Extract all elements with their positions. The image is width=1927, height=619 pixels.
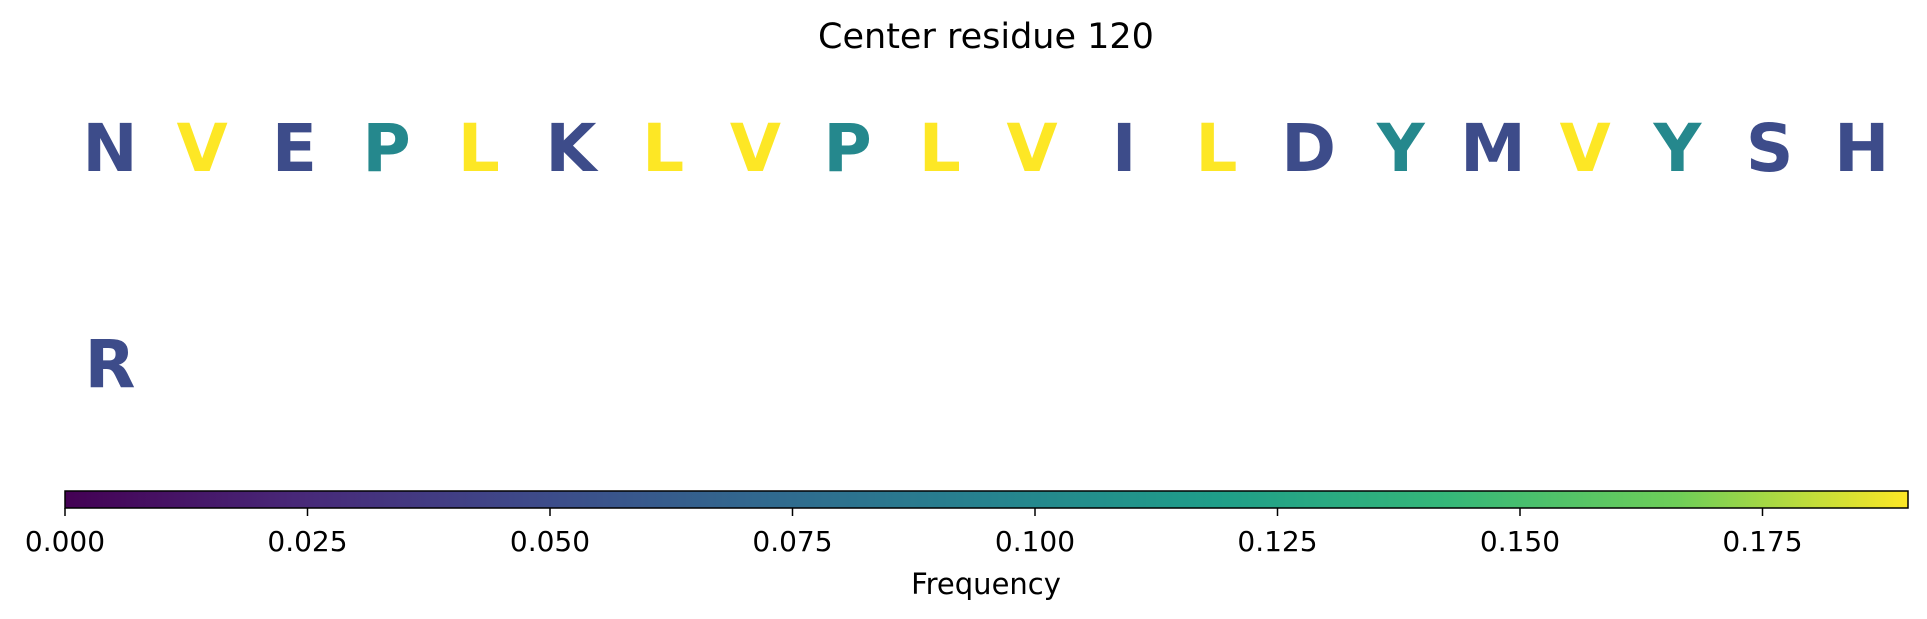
colorbar-tick-label: 0.050 — [510, 525, 590, 558]
residue-letter: V — [177, 110, 228, 187]
colorbar-tick-label: 0.125 — [1237, 525, 1317, 558]
residue-letter: L — [642, 110, 684, 187]
colorbar-tick-label: 0.025 — [267, 525, 347, 558]
colorbar-label: Frequency — [911, 567, 1061, 601]
residue-letter: M — [1460, 110, 1526, 187]
residue-letter: V — [1560, 110, 1611, 187]
residue-letter: P — [823, 110, 871, 187]
colorbar-axis: 0.000 0.025 0.050 0.075 0.100 0.125 0.150 0.175 — [25, 508, 1803, 558]
colorbar — [64, 490, 1909, 509]
colorbar-tick-label: 0.175 — [1722, 525, 1802, 558]
residue-letter: D — [1281, 110, 1336, 187]
chart-title: Center residue 120 — [818, 17, 1154, 57]
residue-letter: Y — [1653, 110, 1703, 187]
colorbar-tick-label: 0.000 — [25, 525, 105, 558]
residue-letter: V — [1006, 110, 1057, 187]
colorbar-tick-label: 0.100 — [995, 525, 1075, 558]
residue-letter: I — [1112, 110, 1137, 187]
residue-letter: V — [730, 110, 781, 187]
residue-letter: K — [545, 110, 599, 187]
colorbar-tick-label: 0.150 — [1480, 525, 1560, 558]
residue-grid: N V E P L K L V P L V I L D Y M V Y S HR — [82, 110, 1889, 403]
residue-letter: Y — [1376, 110, 1426, 187]
residue-letter: E — [272, 110, 317, 187]
residue-letter: S — [1746, 110, 1794, 187]
residue-letter: L — [458, 110, 500, 187]
residue-letter: L — [919, 110, 961, 187]
residue-letter: P — [362, 110, 410, 187]
residue-letter: N — [82, 110, 137, 187]
residue-letter: L — [1195, 110, 1237, 187]
residue-letter: H — [1834, 110, 1889, 187]
colorbar-tick-label: 0.075 — [752, 525, 832, 558]
residue-letter: R — [85, 326, 136, 403]
